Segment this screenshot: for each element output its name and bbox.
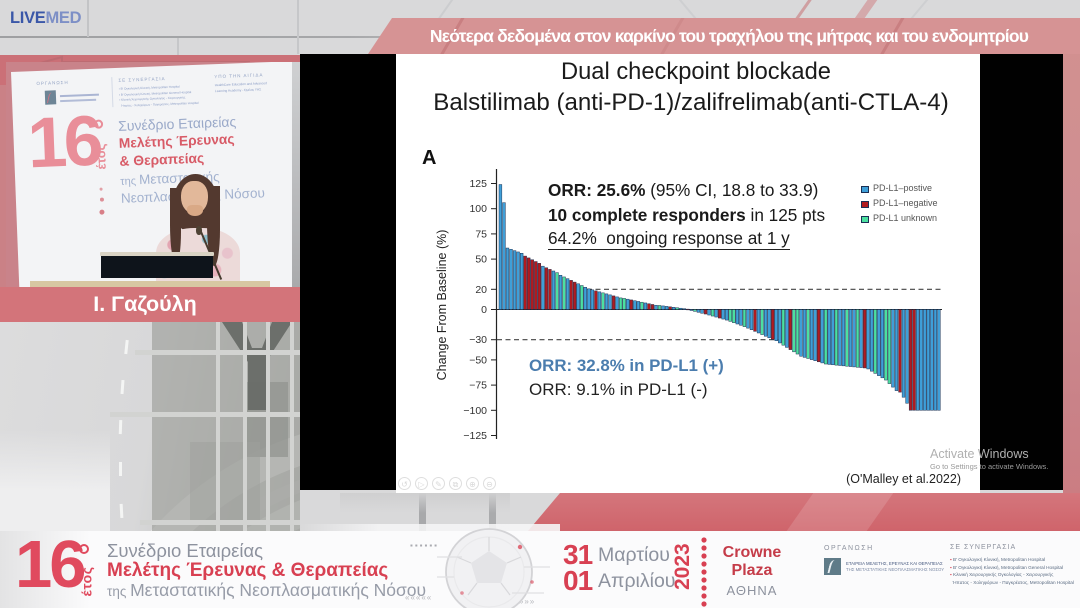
svg-text:−50: −50 [469,354,487,366]
svg-text:50: 50 [475,254,487,266]
svg-text:−30: −30 [469,334,487,346]
svg-text:0: 0 [481,304,487,316]
svg-text:−100: −100 [463,405,487,417]
svg-text:100: 100 [469,203,487,215]
svg-text:125: 125 [469,178,487,190]
svg-text:−75: −75 [469,380,487,392]
svg-text:20: 20 [475,284,487,296]
svg-text:75: 75 [475,228,487,240]
svg-text:−125: −125 [463,430,487,442]
svg-text:Change From Baseline (%): Change From Baseline (%) [435,230,449,381]
